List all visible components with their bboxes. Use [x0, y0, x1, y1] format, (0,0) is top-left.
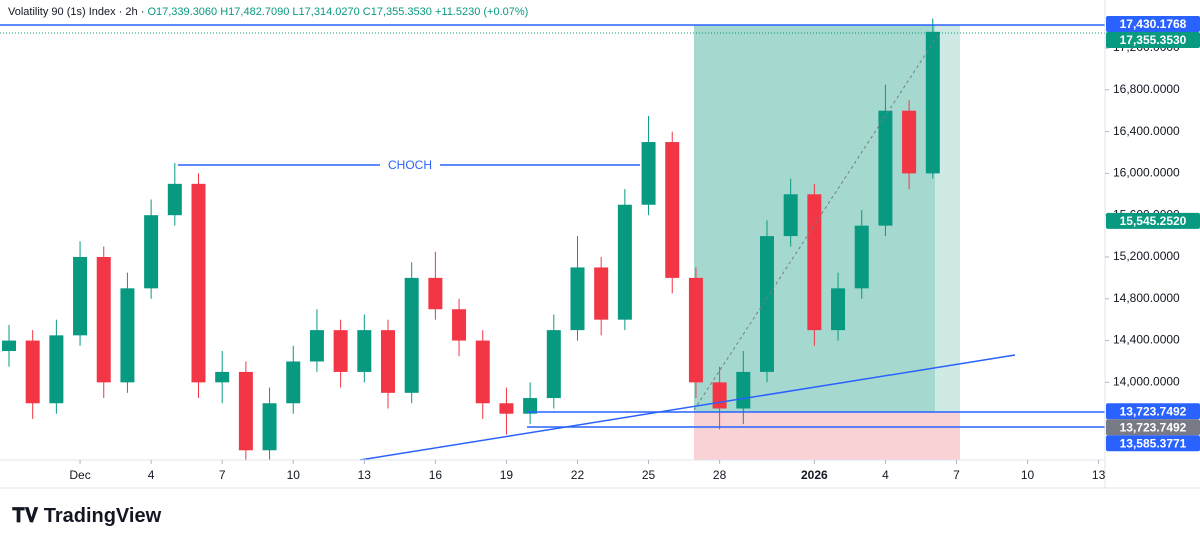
candle-body: [25, 340, 40, 404]
candle-body: [428, 277, 443, 310]
candles: [2, 18, 940, 461]
x-tick-label: 28: [713, 468, 727, 482]
candle-body: [286, 361, 301, 404]
y-tick-label: 14,800.0000: [1113, 291, 1180, 305]
y-tick-label: 16,000.0000: [1113, 166, 1180, 180]
y-tick-label: 14,000.0000: [1113, 375, 1180, 389]
ohlc-open: O17,339.3060: [147, 6, 217, 18]
price-tag: [1106, 435, 1200, 452]
candle-body: [499, 403, 514, 414]
x-tick-label: 2026: [801, 468, 828, 482]
price-tag-label: 13,585.3771: [1120, 436, 1187, 450]
candle-body: [49, 335, 64, 404]
x-tick-label: 4: [882, 468, 889, 482]
candle-body: [333, 330, 348, 372]
candle-body: [404, 277, 419, 393]
ohlc-change: +11.5230 (+0.07%): [435, 6, 528, 18]
x-tick-label: 10: [1021, 468, 1035, 482]
brand: TradingView: [44, 505, 162, 527]
candle-body: [238, 371, 253, 451]
price-tag: [1106, 31, 1200, 48]
candle-body: [783, 194, 798, 237]
y-tick-label: 16,800.0000: [1113, 82, 1180, 96]
candle-body: [380, 330, 395, 393]
x-tick-label: 4: [148, 468, 155, 482]
y-tick-label: 14,400.0000: [1113, 333, 1180, 347]
ohlc-high: H17,482.7090: [220, 6, 289, 18]
x-tick-label: 16: [429, 468, 443, 482]
candle-body: [878, 110, 893, 226]
candle-body: [570, 267, 585, 331]
candle-body: [902, 110, 917, 174]
candle-body: [523, 398, 538, 414]
price-tag: [1106, 212, 1200, 229]
price-tag: [1106, 15, 1200, 32]
candle-body: [831, 288, 846, 331]
candle-body: [309, 330, 324, 362]
header: Volatility 90 (1s) Index · 2h · O17,339.…: [8, 6, 528, 18]
candle-body: [665, 142, 680, 278]
candle-body: [262, 403, 277, 451]
candle-body: [452, 309, 467, 341]
interval: 2h: [125, 6, 137, 18]
brand-logo: 𝐓𝐕 TradingView: [12, 505, 162, 527]
candle-body: [96, 256, 111, 383]
candle-body: [925, 31, 940, 174]
x-tick-label: 13: [1092, 468, 1106, 482]
candle-body: [736, 371, 751, 409]
candle-body: [120, 288, 135, 383]
candle-body: [854, 225, 869, 289]
candle-body: [617, 204, 632, 320]
candle-body: [191, 183, 206, 383]
price-tag: [1106, 419, 1200, 436]
price-tag-label: 13,723.7492: [1120, 420, 1187, 434]
candle-body: [759, 236, 774, 372]
x-tick-label: 22: [571, 468, 585, 482]
price-tag-label: 15,545.2520: [1120, 214, 1187, 228]
candle-body: [73, 256, 88, 336]
x-tick-label: Dec: [69, 468, 90, 482]
choch-label: CHOCH: [388, 158, 432, 172]
candle-body: [641, 142, 656, 205]
loss-zone: [694, 412, 960, 460]
candle-body: [475, 340, 490, 404]
y-tick-label: 15,200.0000: [1113, 249, 1180, 263]
candle-body: [2, 340, 17, 352]
candle-body: [594, 267, 609, 320]
x-tick-label: 19: [500, 468, 514, 482]
candle-body: [712, 382, 727, 409]
x-tick-label: 25: [642, 468, 656, 482]
candle-body: [215, 371, 230, 383]
price-tag-label: 17,430.1768: [1120, 17, 1187, 31]
candle-body: [807, 194, 822, 331]
x-tick-label: 7: [953, 468, 960, 482]
ohlc-close: C17,355.3530: [363, 6, 432, 18]
symbol: Volatility 90 (1s) Index: [8, 6, 116, 18]
price-tag-label: 13,723.7492: [1120, 404, 1187, 418]
ohlc-low: L17,314.0270: [292, 6, 359, 18]
price-tag-label: 17,355.3530: [1120, 33, 1187, 47]
candle-body: [167, 183, 182, 216]
candle-body: [144, 215, 159, 289]
y-tick-label: 16,400.0000: [1113, 124, 1180, 138]
x-tick-label: 10: [287, 468, 301, 482]
trend-line: [359, 354, 1016, 461]
candle-body: [688, 277, 703, 383]
price-tag: [1106, 403, 1200, 420]
candle-body: [357, 330, 372, 372]
candle-body: [546, 330, 561, 399]
x-tick-label: 7: [219, 468, 226, 482]
x-tick-label: 13: [358, 468, 372, 482]
